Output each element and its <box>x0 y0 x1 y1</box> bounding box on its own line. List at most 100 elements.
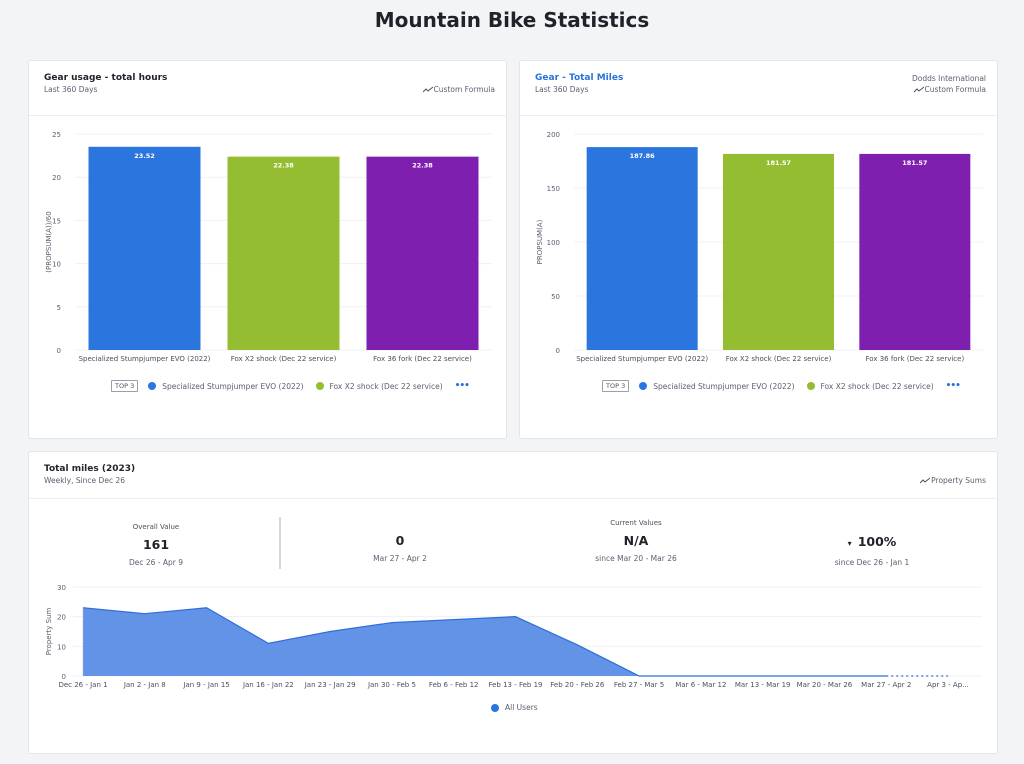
bar <box>586 147 698 350</box>
y-tick-label: 20 <box>57 614 66 622</box>
bar-value-label: 181.57 <box>902 159 927 167</box>
more-icon[interactable]: ••• <box>945 381 961 391</box>
y-axis-label: Property Sum <box>45 608 53 656</box>
gear-hours-bar-chart: 0 5 10 15 20 25 (PROPSUM(A))/60 23.52 Specialize… <box>45 131 492 363</box>
bar <box>88 146 201 350</box>
card-subtitle: Weekly, Since Dec 26 <box>44 476 125 485</box>
area-fill <box>83 607 887 676</box>
kpi-current: Current Values N/A since Mar 20 - Mar 26 <box>576 519 696 563</box>
bar-value-label: 181.57 <box>766 159 791 167</box>
x-tick-label: Jan 30 - Feb 5 <box>367 681 416 689</box>
kpi-value: N/A <box>623 533 649 548</box>
kpi-change-value: 100% <box>857 534 897 549</box>
x-tick-label: Mar 27 - Apr 2 <box>861 681 911 689</box>
bar-value-label: 22.38 <box>412 162 433 170</box>
kpi-divider <box>279 517 281 569</box>
legend-item[interactable]: Specialized Stumpjumper EVO (2022) <box>639 382 795 391</box>
card-header: Gear usage - total hours Last 360 Days C… <box>29 61 506 116</box>
x-tick-label: Fox X2 shock (Dec 22 service) <box>726 355 832 363</box>
y-tick-label: 0 <box>62 673 66 681</box>
card-subtitle: Last 360 Days <box>44 85 98 94</box>
down-arrow-icon: ▾ <box>847 539 852 548</box>
legend-dot-icon <box>491 703 499 712</box>
x-tick-label: Apr 3 - Ap... <box>927 681 969 689</box>
page-title: Mountain Bike Statistics <box>374 8 650 32</box>
x-tick-label: Mar 6 - Mar 12 <box>675 681 726 689</box>
x-tick-label: Dec 26 - Jan 1 <box>58 681 107 689</box>
y-tick-label: 0 <box>57 347 61 355</box>
x-tick-label: Fox 36 fork (Dec 22 service) <box>865 355 964 363</box>
x-tick-label: Feb 20 - Feb 26 <box>550 681 605 689</box>
kpi-label: Overall Value <box>132 523 180 531</box>
card-title-link[interactable]: Gear - Total Miles <box>535 73 624 83</box>
x-tick-label: Specialized Stumpjumper EVO (2022) <box>79 355 211 363</box>
more-icon[interactable]: ••• <box>454 381 470 391</box>
total-miles-area-chart: 0 10 20 30 Property Sum Dec 26 - Jan 1 Jan 2 -… <box>45 584 982 689</box>
kpi-range: Dec 26 - Apr 9 <box>128 558 184 567</box>
y-tick-label: 15 <box>52 217 61 225</box>
kpi-range: Mar 27 - Apr 2 <box>373 554 427 563</box>
metric-type: Property Sums <box>920 476 986 485</box>
legend-dot-icon <box>806 382 815 390</box>
gear-hours-card: Gear usage - total hours Last 360 Days C… <box>28 60 507 439</box>
legend-label: Fox X2 shock (Dec 22 service) <box>820 381 934 391</box>
legend-dot-icon <box>315 382 324 390</box>
kpi-label: Current Values <box>610 519 662 527</box>
y-tick-label: 200 <box>547 131 560 139</box>
card-title[interactable]: Total miles (2023) <box>44 464 136 474</box>
x-tick-label: Jan 9 - Jan 15 <box>182 681 229 689</box>
x-tick-label: Mar 13 - Mar 19 <box>735 681 791 689</box>
kpi-value: 161 <box>142 537 170 552</box>
y-tick-label: 25 <box>52 131 61 139</box>
card-title[interactable]: Gear usage - total hours <box>44 73 168 83</box>
gear-miles-bar-chart: 0 50 100 150 200 PROPSUM(A) 187.86 Specialized … <box>536 131 983 363</box>
card-subtitle: Last 360 Days <box>535 85 589 94</box>
card-header: Total miles (2023) Weekly, Since Dec 26 … <box>29 452 997 499</box>
legend-item[interactable]: Specialized Stumpjumper EVO (2022) <box>148 382 304 391</box>
bar <box>366 156 479 350</box>
legend-item[interactable]: Fox X2 shock (Dec 22 service) <box>315 381 443 391</box>
legend-item[interactable]: Fox X2 shock (Dec 22 service) <box>806 381 934 391</box>
top-n-badge[interactable]: TOP 3 <box>111 380 139 392</box>
x-tick-label: Jan 23 - Jan 29 <box>304 681 356 689</box>
x-tick-label: Feb 6 - Feb 12 <box>429 681 479 689</box>
bar <box>859 153 971 350</box>
y-tick-label: 5 <box>57 304 61 312</box>
kpi-range: since Dec 26 - Jan 1 <box>834 558 910 567</box>
y-tick-label: 100 <box>547 239 560 247</box>
y-tick-label: 10 <box>52 261 61 269</box>
y-tick-label: 10 <box>57 643 66 651</box>
metric-label: Custom Formula <box>924 85 986 94</box>
kpi-value: ▾ 100% <box>812 534 932 549</box>
metric-type: Custom Formula <box>913 85 986 94</box>
kpi-value: 0 <box>395 533 405 548</box>
chart-legend: TOP 3 Specialized Stumpjumper EVO (2022)… <box>602 380 961 392</box>
y-tick-label: 50 <box>551 293 560 301</box>
x-tick-label: Mar 20 - Mar 26 <box>797 681 853 689</box>
x-tick-label: Jan 16 - Jan 22 <box>242 681 294 689</box>
total-miles-card: Total miles (2023) Weekly, Since Dec 26 … <box>28 451 998 754</box>
trend-line-icon <box>920 477 931 484</box>
x-tick-label: Specialized Stumpjumper EVO (2022) <box>576 355 708 363</box>
metric-type: Custom Formula <box>422 85 495 94</box>
y-tick-label: 30 <box>57 584 66 592</box>
kpi-range: since Mar 20 - Mar 26 <box>595 554 677 563</box>
series-line <box>82 607 887 677</box>
x-tick-label: Fox X2 shock (Dec 22 service) <box>231 355 337 363</box>
chart-legend: TOP 3 Specialized Stumpjumper EVO (2022)… <box>111 380 470 392</box>
legend-dot-icon <box>639 382 648 390</box>
x-tick-label: Feb 27 - Mar 5 <box>614 681 664 689</box>
kpi-overall: Overall Value 161 Dec 26 - Apr 9 <box>96 523 216 567</box>
bar-value-label: 22.38 <box>273 162 294 170</box>
org-name: Dodds International <box>911 74 986 83</box>
bar-value-label: 187.86 <box>630 152 656 160</box>
x-tick-label: Feb 13 - Feb 19 <box>488 681 542 689</box>
legend-label: Fox X2 shock (Dec 22 service) <box>329 381 443 391</box>
legend-item[interactable]: All Users <box>491 703 538 712</box>
x-tick-label: Jan 2 - Jan 8 <box>123 681 166 689</box>
y-axis-label: PROPSUM(A) <box>536 219 544 264</box>
legend-label: All Users <box>505 703 538 712</box>
x-tick-label: Fox 36 fork (Dec 22 service) <box>373 355 472 363</box>
bar-value-label: 23.52 <box>134 152 155 160</box>
top-n-badge[interactable]: TOP 3 <box>602 380 630 392</box>
